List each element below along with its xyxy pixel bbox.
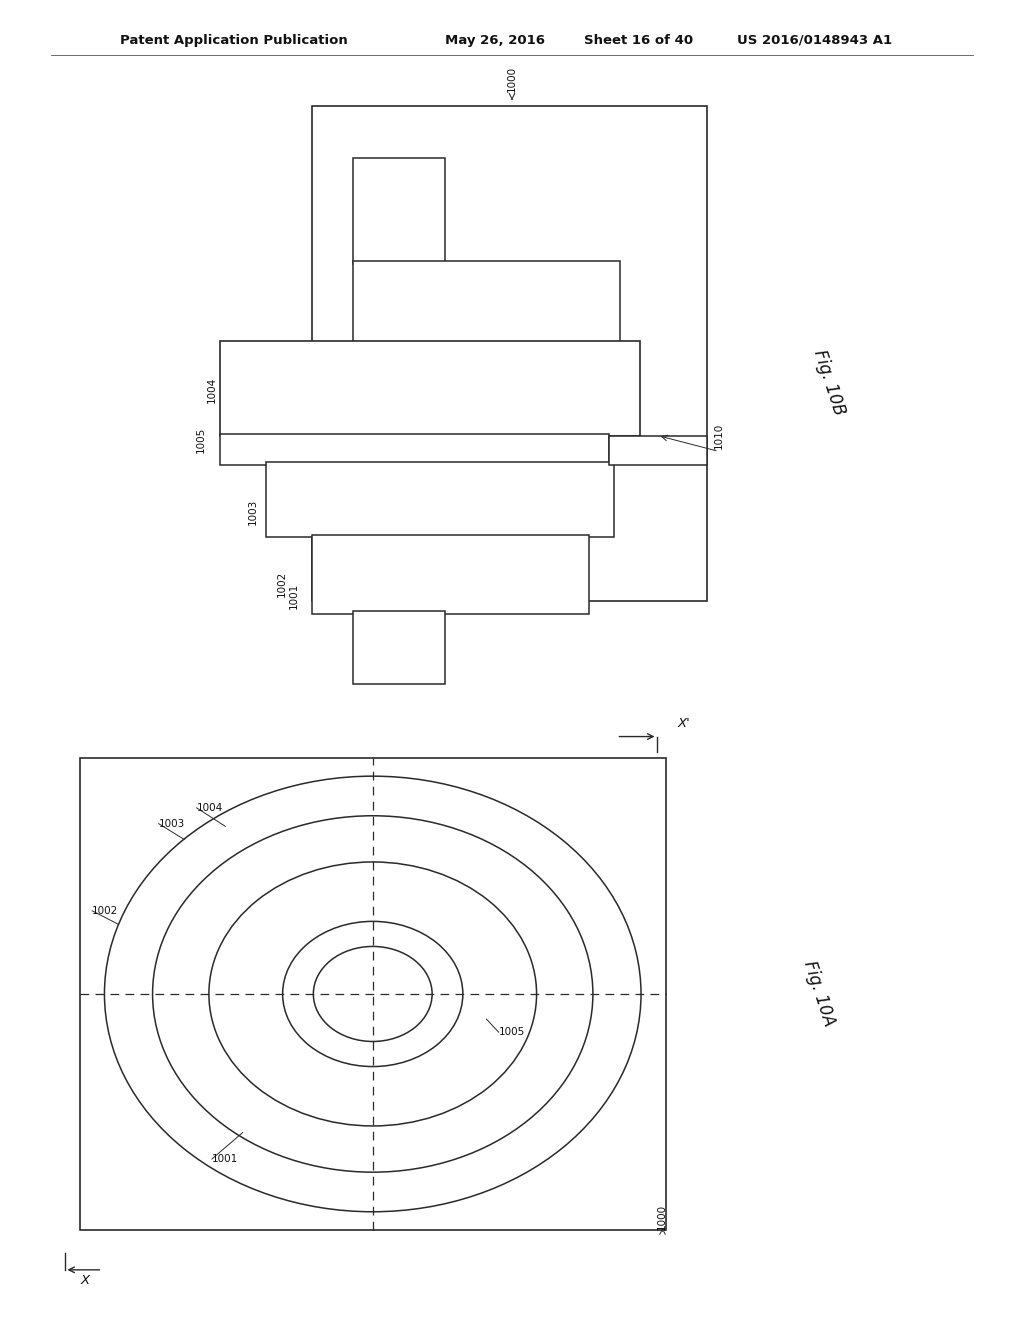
Bar: [353, 611, 445, 684]
Text: 1001: 1001: [212, 1154, 239, 1164]
Text: 1003: 1003: [248, 499, 258, 525]
Text: Sheet 16 of 40: Sheet 16 of 40: [584, 34, 693, 46]
Bar: [609, 436, 707, 465]
Bar: [312, 106, 707, 601]
Text: 1010: 1010: [714, 422, 724, 449]
Bar: [220, 434, 609, 465]
Text: 1005: 1005: [499, 1027, 525, 1038]
Bar: [312, 535, 589, 614]
Text: 1002: 1002: [92, 906, 119, 916]
Text: Fig. 10B: Fig. 10B: [810, 347, 849, 418]
Text: Fig. 10A: Fig. 10A: [800, 958, 839, 1030]
Text: US 2016/0148943 A1: US 2016/0148943 A1: [737, 34, 892, 46]
Bar: [80, 758, 666, 1230]
Text: X': X': [678, 717, 690, 730]
Text: Patent Application Publication: Patent Application Publication: [120, 34, 347, 46]
Text: 1003: 1003: [159, 818, 185, 829]
Text: 1000: 1000: [507, 66, 517, 92]
Text: X: X: [81, 1274, 90, 1287]
Text: 1000: 1000: [656, 1204, 667, 1230]
Ellipse shape: [283, 921, 463, 1067]
Ellipse shape: [104, 776, 641, 1212]
Ellipse shape: [153, 816, 593, 1172]
Text: 1004: 1004: [197, 803, 223, 813]
Bar: [220, 341, 640, 436]
Text: 1004: 1004: [207, 376, 217, 403]
Ellipse shape: [313, 946, 432, 1041]
Text: 1001: 1001: [289, 582, 299, 609]
Text: May 26, 2016: May 26, 2016: [445, 34, 546, 46]
Bar: [266, 462, 614, 537]
Ellipse shape: [209, 862, 537, 1126]
Bar: [353, 261, 620, 343]
Bar: [353, 158, 445, 264]
Text: 1002: 1002: [276, 570, 287, 597]
Text: 1005: 1005: [196, 426, 206, 453]
